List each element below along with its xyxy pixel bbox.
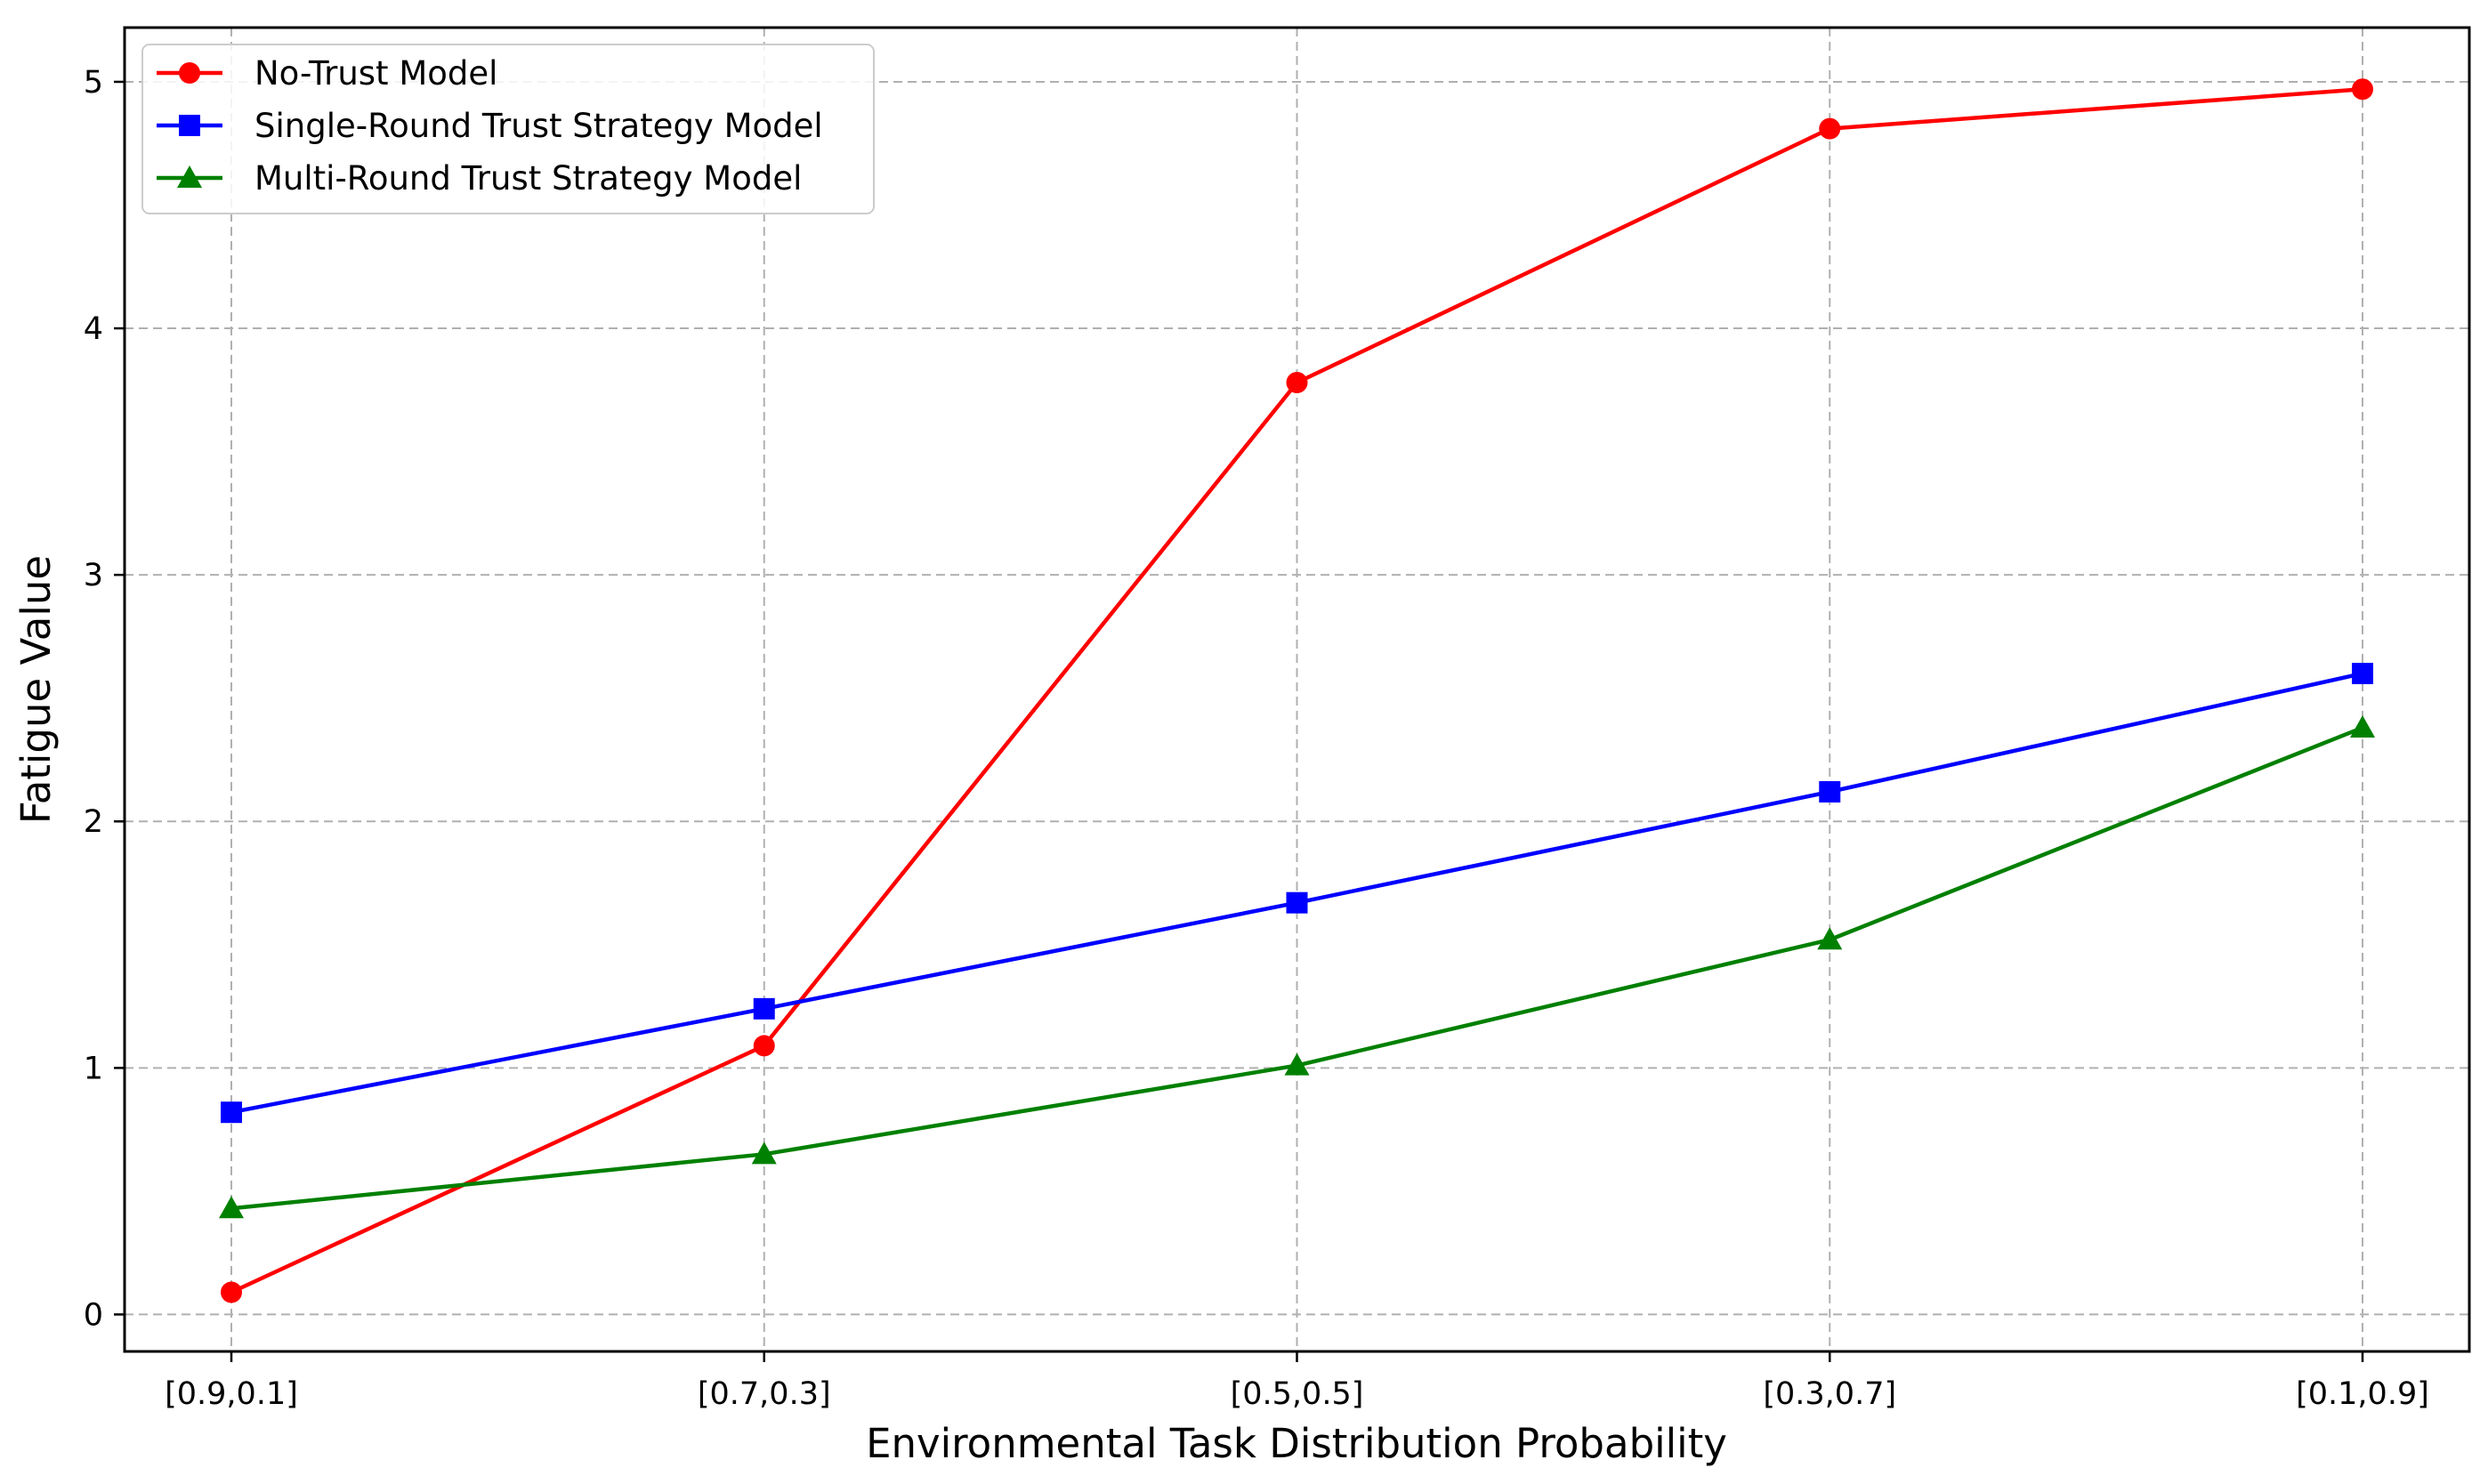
data-point <box>221 1281 242 1303</box>
y-tick-label: 5 <box>84 65 103 101</box>
legend-item: Single-Round Trust Strategy Model <box>157 107 823 145</box>
data-point <box>751 1141 777 1165</box>
grid-layer <box>125 28 2469 1351</box>
y-tick-label: 4 <box>84 311 103 347</box>
legend-item: Multi-Round Trust Strategy Model <box>157 159 802 198</box>
data-point <box>753 1035 775 1057</box>
data-point <box>1286 372 1308 394</box>
x-tick-label: [0.3,0.7] <box>1763 1376 1896 1412</box>
legend-label: No-Trust Model <box>254 54 497 93</box>
series-2 <box>221 662 2373 1124</box>
data-point <box>1817 927 1843 950</box>
data-point <box>219 1196 244 1219</box>
y-tick-label: 0 <box>84 1297 103 1333</box>
x-axis-label: Environmental Task Distribution Probabil… <box>866 1420 1727 1467</box>
legend-item: No-Trust Model <box>157 54 497 93</box>
series-1 <box>221 78 2373 1303</box>
data-point <box>1284 1053 1310 1076</box>
series-layer <box>219 78 2375 1303</box>
data-point <box>1819 117 1841 140</box>
series-3 <box>219 714 2375 1219</box>
y-tick-label: 2 <box>84 804 103 840</box>
data-point <box>753 997 775 1020</box>
data-point <box>2350 714 2375 738</box>
legend-box <box>141 44 875 214</box>
x-tick-label: [0.5,0.5] <box>1231 1376 1364 1412</box>
legend-marker <box>179 62 200 84</box>
y-tick-label: 1 <box>84 1051 103 1086</box>
legend-label: Single-Round Trust Strategy Model <box>254 107 823 145</box>
legend-marker <box>179 115 200 136</box>
legend-label: Multi-Round Trust Strategy Model <box>254 159 802 198</box>
y-axis-label: Fatigue Value <box>12 555 60 824</box>
tick-layer: [0.9,0.1] [0.7,0.3] [0.5,0.5] [0.3,0.7] [0.1… <box>84 65 2429 1412</box>
x-tick-label: [0.9,0.1] <box>165 1376 298 1412</box>
data-point <box>1286 891 1308 914</box>
data-point <box>2352 662 2373 684</box>
data-point <box>2352 78 2373 101</box>
legend-marker <box>177 165 202 188</box>
x-tick-label: [0.7,0.3] <box>698 1376 831 1412</box>
data-point <box>221 1101 242 1124</box>
legend: No-Trust Model Single-Round Trust Strateg… <box>141 44 875 214</box>
x-tick-label: [0.1,0.9] <box>2296 1376 2429 1412</box>
y-tick-label: 3 <box>84 558 103 593</box>
data-point <box>1819 780 1841 802</box>
